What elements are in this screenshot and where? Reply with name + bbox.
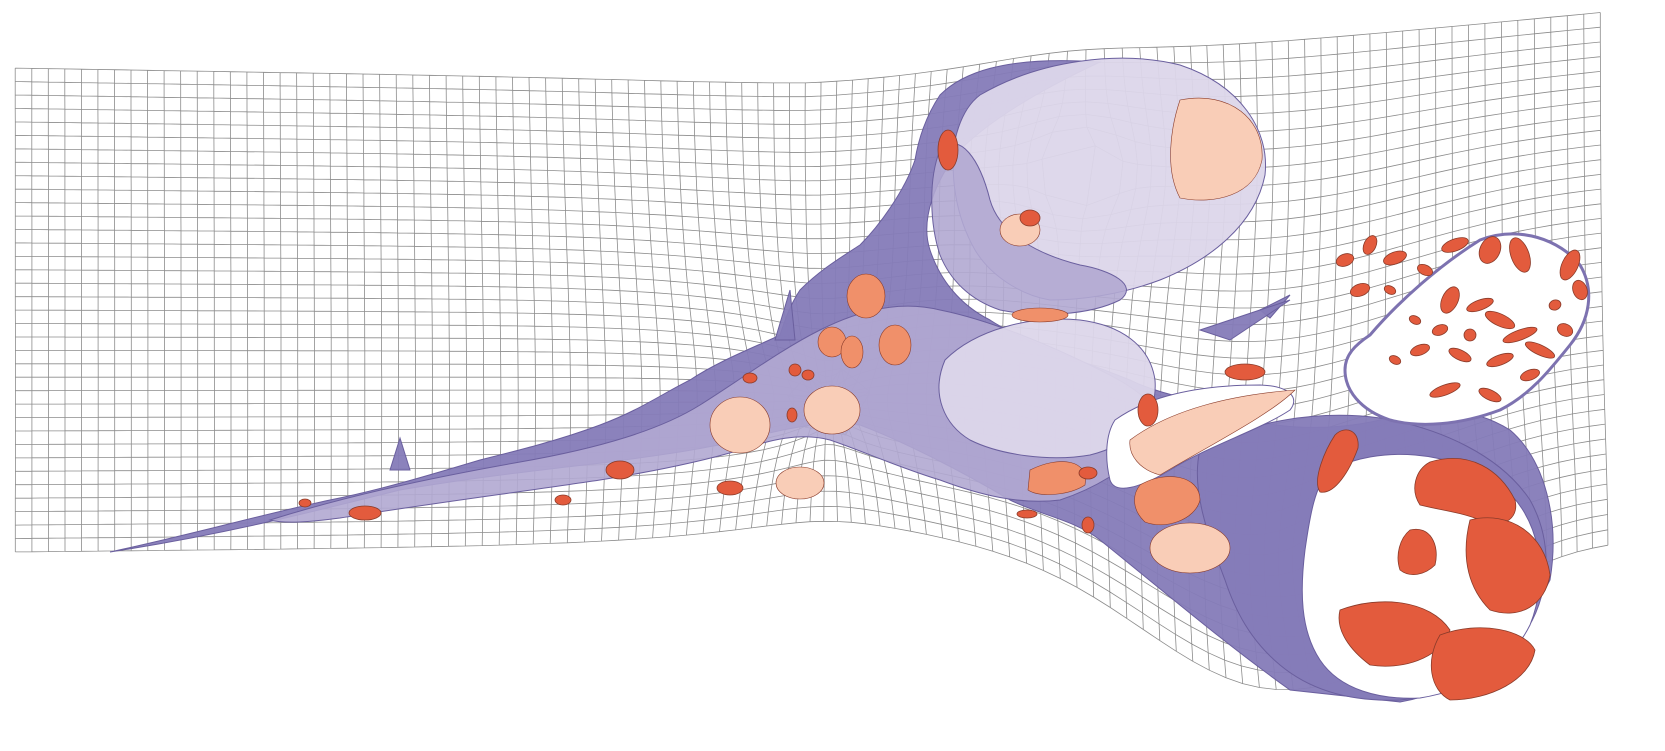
red-fragment xyxy=(1383,285,1397,295)
red-fragment xyxy=(1440,286,1460,314)
cell-red-large xyxy=(1465,517,1551,614)
cell-pale xyxy=(775,466,825,500)
red-fragment xyxy=(1335,253,1355,267)
red-fragment xyxy=(1572,279,1588,301)
tissue-cluster-outline xyxy=(1343,232,1591,426)
spike xyxy=(1198,299,1291,341)
red-fragment xyxy=(1388,355,1402,365)
red-fragment xyxy=(1448,347,1472,363)
red-fragment xyxy=(1548,299,1562,311)
red-fragment xyxy=(1556,323,1574,337)
cell-red xyxy=(298,498,312,508)
cell-salmon xyxy=(878,324,912,366)
cell-red xyxy=(1016,509,1038,519)
cell-red xyxy=(554,494,572,506)
cell-pale xyxy=(803,385,861,435)
cell-red xyxy=(605,460,635,480)
cell-red xyxy=(937,129,959,171)
red-fragment xyxy=(1408,315,1422,325)
red-fragments xyxy=(1335,235,1588,403)
red-fragment xyxy=(1410,343,1430,357)
red-fragment xyxy=(1524,341,1556,359)
red-fragment xyxy=(1463,328,1477,342)
cell-salmon xyxy=(840,335,864,369)
red-fragment xyxy=(1362,235,1378,255)
tissue-spikes xyxy=(389,289,1291,471)
red-fragment xyxy=(1486,352,1514,368)
cell-red xyxy=(786,407,798,423)
cell-salmon xyxy=(1134,476,1201,526)
red-fragment xyxy=(1520,368,1540,382)
cell-red-large xyxy=(1338,601,1451,667)
red-fragment xyxy=(1466,297,1494,313)
cell-red xyxy=(1081,516,1095,534)
red-fragment xyxy=(1441,237,1469,253)
red-fragment xyxy=(1478,236,1502,264)
cell-red xyxy=(1078,466,1098,480)
cell-salmon xyxy=(846,273,886,319)
cell-red xyxy=(788,363,802,377)
red-fragment xyxy=(1478,387,1502,403)
red-fragment xyxy=(1484,310,1516,330)
cell-red xyxy=(1317,429,1359,493)
tissue-upper-lobe-inner xyxy=(931,143,1127,315)
cell-red xyxy=(1224,363,1266,381)
red-fragment xyxy=(1417,263,1433,277)
cell-pale xyxy=(1149,522,1231,574)
cell-pale xyxy=(1129,389,1296,476)
cell-pale xyxy=(709,396,771,454)
cell-pale xyxy=(1170,97,1263,201)
red-fragment xyxy=(1502,326,1538,344)
cell-salmon xyxy=(1027,461,1086,495)
red-fragment xyxy=(1429,382,1461,398)
red-fragment xyxy=(1509,237,1531,273)
red-fragment xyxy=(1383,250,1407,266)
spike xyxy=(774,289,796,341)
cell-red xyxy=(801,369,815,381)
cell-red xyxy=(742,372,758,384)
cell-red-large xyxy=(1430,627,1536,701)
red-fragment xyxy=(1349,283,1371,297)
cell-red-large xyxy=(1397,528,1437,575)
cell-red xyxy=(716,480,744,496)
red-fragment xyxy=(1559,249,1581,281)
cell-salmon xyxy=(1011,307,1069,323)
cell-red xyxy=(348,505,382,521)
spike xyxy=(389,436,411,471)
cell-red xyxy=(1137,393,1159,427)
red-fragment xyxy=(1431,324,1449,336)
cell-shapes xyxy=(298,97,1588,701)
cell-red xyxy=(1019,209,1041,227)
